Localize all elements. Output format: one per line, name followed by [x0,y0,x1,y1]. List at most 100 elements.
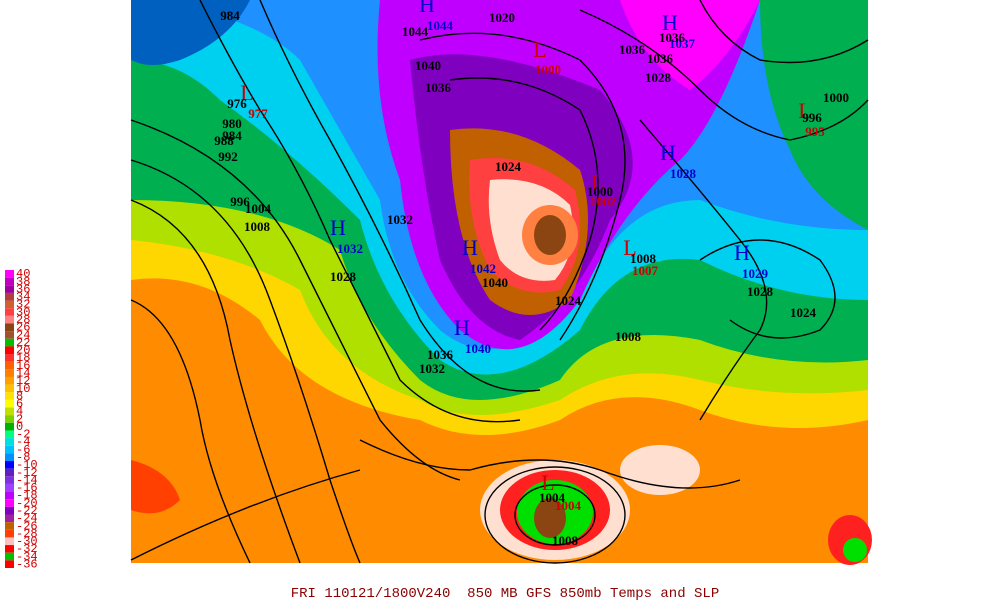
legend-label: 16 [16,359,30,373]
contour-label: 1004 [539,490,566,505]
center-value: 1044 [427,18,454,33]
contour-label: 1036 [647,51,674,66]
legend-swatch [5,537,14,546]
contour-label: 1000 [587,184,613,199]
contour-label: 1020 [489,10,515,25]
legend-label: -8 [16,451,30,465]
legend-swatch [5,514,14,523]
legend-swatch [5,468,14,477]
contour-label: 996 [230,194,250,209]
legend-swatch [5,476,14,484]
legend-label: -34 [16,550,38,564]
contour-label: 1008 [244,219,271,234]
legend-label: -10 [16,458,38,472]
contour-label: 1024 [495,159,522,174]
contour-labels: 984 1020104410401036976980984988992996100… [214,8,849,548]
legend-swatch [5,285,14,293]
legend-label: 28 [16,313,30,327]
contour-label: 1028 [645,70,672,85]
center-symbol: L [623,235,636,260]
legend-swatch [5,560,14,568]
legend-swatch [5,392,14,400]
center-symbol: H [419,0,435,17]
legend-swatch [5,445,14,454]
contour-label: 984 [220,8,240,23]
color-legend: 4038363432302826242220181614121086420-2-… [5,267,38,572]
contour-label: 996 [802,110,822,125]
legend-label: 6 [16,397,23,411]
temperature-field [131,0,872,565]
contour-label: 1036 [427,347,454,362]
center-symbol: H [462,235,478,260]
legend-label: 20 [16,344,30,358]
legend-label: 4 [16,405,23,419]
contour-label: 1008 [630,251,657,266]
legend-swatch [5,369,14,377]
legend-label: 0 [16,420,23,434]
legend-label: 12 [16,374,30,388]
contour-label: 992 [218,149,238,164]
contour-label: 980 [222,116,242,131]
legend-label: -30 [16,535,38,549]
center-value: 1042 [470,261,496,276]
legend-swatch [5,338,14,347]
legend-swatch [5,461,14,469]
contour-label: 1008 [552,533,579,548]
legend-label: -16 [16,481,38,495]
legend-swatch [5,491,14,500]
isobars [130,0,869,564]
legend-swatch [5,506,14,515]
legend-label: -26 [16,519,38,533]
center-value: 1037 [669,36,696,51]
legend-swatch [5,277,14,286]
footer-title: FRI 110121/1800V240 850 MB GFS 850mb Tem… [291,586,719,600]
center-value: 1040 [465,341,491,356]
legend-swatch [5,430,14,439]
legend-swatch [5,323,14,332]
legend-swatch [5,346,14,355]
center-symbol: L [591,170,604,195]
legend-label: 2 [16,412,23,426]
legend-label: -36 [16,558,38,572]
legend-swatch [5,438,14,446]
center-value: 1004 [555,498,582,513]
contour-label: 1044 [402,24,429,39]
legend-label: -32 [16,542,38,556]
legend-label: 8 [16,389,23,403]
legend-label: -20 [16,496,38,510]
center-symbol: H [330,215,346,240]
legend-swatch [5,552,14,561]
legend-label: 30 [16,305,30,319]
legend-swatch [5,453,14,462]
center-value: 1007 [632,263,659,278]
center-symbol: H [454,315,470,340]
contour-label: 1024 [555,293,582,308]
legend-label: 26 [16,321,30,335]
center-symbol: L [240,80,253,105]
legend-label: 40 [16,267,30,281]
legend-label: 32 [16,298,30,312]
legend-swatch [5,361,14,370]
legend-label: 36 [16,282,30,296]
legend-label: -6 [16,443,30,457]
legend-swatch [5,331,14,339]
legend-label: -2 [16,428,30,442]
legend-label: 38 [16,275,30,289]
contour-label: 984 [222,128,242,143]
center-value: 1002 [590,194,616,209]
legend-swatch [5,422,14,431]
legend-swatch [5,522,14,530]
legend-label: -12 [16,466,38,480]
contour-label: 1004 [245,201,272,216]
center-value: 1032 [337,241,363,256]
contour-label: 1028 [747,284,774,299]
legend-label: -28 [16,527,38,541]
legend-label: -24 [16,512,38,526]
center-value: 1028 [670,166,697,181]
legend-swatch [5,415,14,423]
contour-label: 1008 [615,329,642,344]
legend-label: 24 [16,328,30,342]
contour-label: 1032 [419,361,445,376]
